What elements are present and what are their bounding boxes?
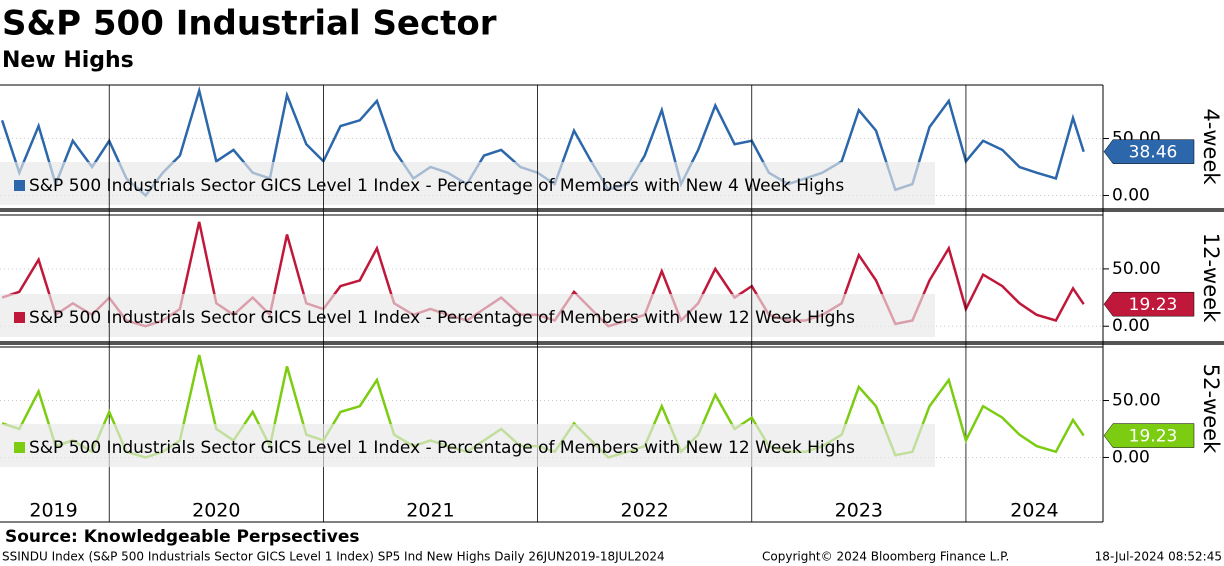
x-tick-label: 2020 <box>192 500 240 522</box>
last-value-label: 19.23 <box>1129 427 1178 447</box>
last-value-tag <box>1103 139 1195 164</box>
x-tick-label: 2022 <box>620 500 668 522</box>
legend-label: S&P 500 Industrials Sector GICS Level 1 … <box>29 438 855 458</box>
copyright: Copyright© 2024 Bloomberg Finance L.P. <box>762 550 1009 564</box>
source: Source: Knowledgeable Perpsectives <box>5 527 360 547</box>
panel-label: 12-week <box>1199 233 1223 323</box>
panel-label: 52-week <box>1199 364 1223 454</box>
y-tick-label: 50.00 <box>1112 259 1161 279</box>
last-value-label: 38.46 <box>1129 143 1178 163</box>
last-value-label: 19.23 <box>1129 295 1178 315</box>
legend-band <box>0 162 935 205</box>
timestamp: 18-Jul-2024 08:52:45 <box>1095 550 1222 564</box>
chart-subtitle: New Highs <box>2 48 134 73</box>
y-tick-label: 0.00 <box>1112 447 1150 467</box>
x-tick-label: 2021 <box>406 500 454 522</box>
legend-label: S&P 500 Industrials Sector GICS Level 1 … <box>29 308 855 328</box>
y-tick-label: 0.00 <box>1112 316 1150 336</box>
x-tick-label: 2019 <box>29 500 77 522</box>
legend-swatch <box>14 442 25 453</box>
footer-description: SSINDU Index (S&P 500 Industrials Sector… <box>2 550 665 564</box>
legend-band <box>0 294 935 337</box>
y-tick-label: 50.00 <box>1112 391 1161 411</box>
x-tick-label: 2023 <box>835 500 883 522</box>
y-tick-label: 0.00 <box>1112 185 1150 205</box>
legend-swatch <box>14 312 25 323</box>
last-value-tag <box>1103 291 1195 317</box>
last-value-tag <box>1103 423 1195 448</box>
x-tick-label: 2024 <box>1010 500 1058 522</box>
panel-label: 4-week <box>1199 108 1223 185</box>
legend-label: S&P 500 Industrials Sector GICS Level 1 … <box>29 176 844 196</box>
legend-band <box>0 424 935 467</box>
legend-swatch <box>14 180 25 191</box>
chart-title: S&P 500 Industrial Sector <box>2 4 497 44</box>
